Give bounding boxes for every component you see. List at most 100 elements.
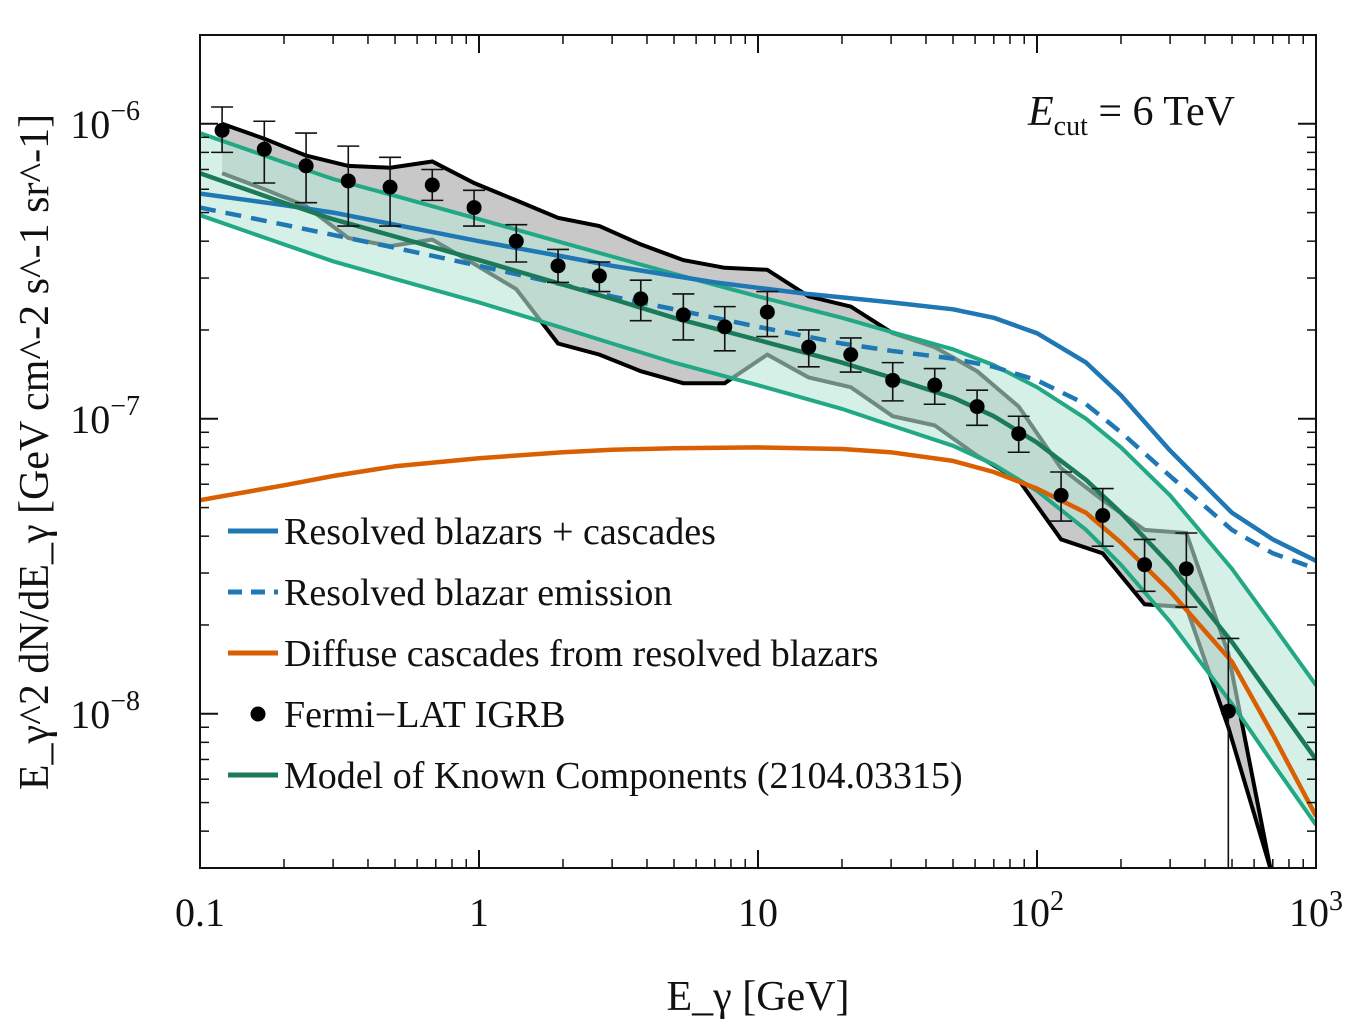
x-axis-label: E_γ [GeV] xyxy=(667,974,850,1020)
legend-item: Fermi−LAT IGRB xyxy=(250,694,565,736)
igrb-marker xyxy=(969,399,985,415)
x-tick-label: 10 xyxy=(738,890,778,935)
x-tick-label: 103 xyxy=(1289,886,1343,935)
igrb-data-point xyxy=(547,248,570,284)
points-layer xyxy=(211,106,1240,868)
igrb-data-point xyxy=(1175,532,1198,608)
igrb-data-point xyxy=(797,329,820,368)
igrb-data-point xyxy=(713,305,736,352)
plot-frame xyxy=(199,34,1317,869)
legend-item: Model of Known Components (2104.03315) xyxy=(228,755,963,797)
x-tick-label: 0.1 xyxy=(175,890,225,935)
y-tick-label-exponent: −6 xyxy=(110,96,140,127)
y-tick-label: 10−7 xyxy=(70,391,140,442)
igrb-data-point xyxy=(337,145,360,227)
x-tick-label-base: 0.1 xyxy=(175,890,225,935)
igrb-marker xyxy=(1178,561,1194,577)
y-axis-label: E_γ^2 dN/dE_γ [GeV cm^-2 s^-1 sr^-1] xyxy=(12,114,58,790)
igrb-marker xyxy=(591,268,607,284)
y-tick-label: 10−6 xyxy=(70,96,140,147)
igrb-marker xyxy=(675,307,691,323)
legend-label: Fermi−LAT IGRB xyxy=(284,694,565,736)
igrb-data-point xyxy=(1217,637,1240,868)
model-band-lower-edge xyxy=(200,213,1316,827)
model-band-upper-edge xyxy=(200,131,1316,687)
legend-item: Resolved blazars + cascades xyxy=(228,511,716,553)
igrb-marker xyxy=(340,173,356,189)
igrb-data-point xyxy=(211,106,234,154)
igrb-marker xyxy=(1011,426,1027,442)
igrb-marker xyxy=(633,291,649,307)
igrb-data-point xyxy=(588,261,611,293)
igrb-marker xyxy=(214,122,230,138)
igrb-marker xyxy=(550,258,566,274)
legend-label: Diffuse cascades from resolved blazars xyxy=(284,633,878,675)
legend-label: Model of Known Components (2104.03315) xyxy=(284,755,963,797)
igrb-data-point xyxy=(1050,471,1073,522)
igrb-data-point xyxy=(756,290,779,338)
lines-layer xyxy=(200,131,1316,827)
igrb-data-point xyxy=(1091,487,1114,547)
x-tick-label-base: 10 xyxy=(738,890,778,935)
x-tick-label-base: 10 xyxy=(1289,890,1329,935)
ecut-main: E xyxy=(1027,89,1054,135)
igrb-marker xyxy=(508,233,524,249)
igrb-marker xyxy=(256,141,272,157)
y-tick-label-exponent: −8 xyxy=(110,686,140,717)
legend-label: Resolved blazars + cascades xyxy=(284,511,716,553)
diffuse-cascades-line xyxy=(200,445,1316,818)
igrb-marker xyxy=(298,158,314,174)
y-tick-label-exponent: −7 xyxy=(110,391,140,422)
resolved-blazars-cascades-line xyxy=(200,191,1316,563)
x-tick-label-base: 1 xyxy=(469,890,489,935)
igrb-marker xyxy=(466,200,482,216)
igrb-marker xyxy=(843,347,859,363)
igrb-marker xyxy=(424,177,440,193)
x-tick-label-base: 10 xyxy=(1010,890,1050,935)
y-tick-label-base: 10 xyxy=(70,692,110,737)
igrb-marker xyxy=(382,179,398,195)
igrb-data-point xyxy=(923,367,946,406)
known-components-model-line xyxy=(200,171,1316,761)
igrb-data-point xyxy=(421,168,444,202)
ecut-annotation: Ecut = 6 TeV xyxy=(1027,89,1235,142)
resolved-blazar-emission-line xyxy=(200,205,1316,571)
y-tick-label-base: 10 xyxy=(70,397,110,442)
x-tick-label: 1 xyxy=(469,890,489,935)
y-tick-label: 10−8 xyxy=(70,686,140,737)
igrb-data-point xyxy=(463,189,486,227)
igrb-marker xyxy=(1137,557,1153,573)
igrb-marker xyxy=(1095,508,1111,524)
x-tick-label-exponent: 3 xyxy=(1329,886,1343,917)
igrb-data-point xyxy=(379,156,402,227)
legend-item: Resolved blazar emission xyxy=(228,572,672,614)
igrb-marker xyxy=(759,304,775,320)
igrb-marker xyxy=(885,372,901,388)
ecut-rest: = 6 TeV xyxy=(1088,89,1235,135)
igrb-marker xyxy=(1220,703,1236,719)
igrb-data-point xyxy=(672,293,695,341)
igrb-data-point xyxy=(839,337,862,373)
igrb-data-point xyxy=(253,120,276,184)
igrb-data-point xyxy=(1007,415,1030,454)
ecut-sub: cut xyxy=(1054,111,1088,142)
y-tick-label-base: 10 xyxy=(70,102,110,147)
igrb-marker xyxy=(1053,487,1069,503)
igrb-data-point xyxy=(629,279,652,322)
legend: Resolved blazars + cascades Resolved blaz… xyxy=(228,511,963,797)
igrb-data-point xyxy=(1133,538,1156,593)
igrb-data-point xyxy=(505,223,528,263)
x-tick-label-exponent: 2 xyxy=(1050,886,1064,917)
legend-item: Diffuse cascades from resolved blazars xyxy=(228,633,878,675)
igrb-data-point xyxy=(966,389,989,427)
legend-label: Resolved blazar emission xyxy=(284,572,672,614)
igrb-data-point xyxy=(295,132,318,204)
igrb-marker xyxy=(927,377,943,393)
x-tick-label: 102 xyxy=(1010,886,1064,935)
igrb-data-point xyxy=(881,361,904,402)
legend-marker xyxy=(250,706,266,722)
igrb-marker xyxy=(717,319,733,335)
